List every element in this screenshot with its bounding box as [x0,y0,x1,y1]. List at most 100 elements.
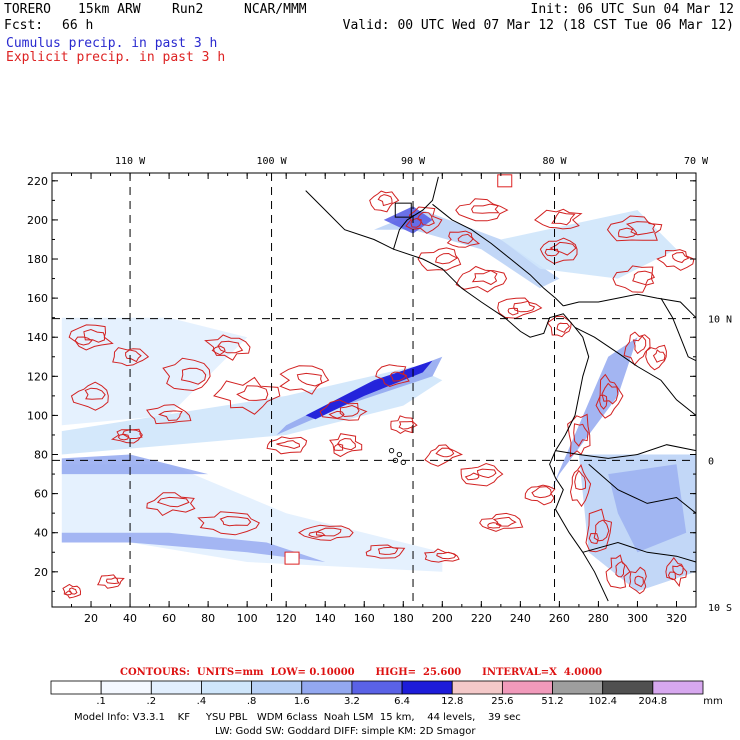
explicit-contour [308,531,326,538]
explicit-contour [180,367,207,385]
model-info: Model Info: V3.3.1 KF YSU PBL WDM 6class… [74,712,521,723]
galapagos-island [396,451,403,458]
explicit-contour [158,410,183,422]
explicit-contour [606,215,663,242]
bottom-tick-label: 220 [471,612,492,625]
border-ecuador-peru [555,444,697,459]
colorbar-swatch [100,680,152,695]
caribbean-east [500,210,677,279]
bottom-tick-label: 120 [276,612,297,625]
explicit-contour [333,443,344,451]
explicit-contour [276,440,301,450]
colorbar-label: .2 [146,696,157,707]
south-band [61,532,326,562]
coast-central-america-pacific [393,248,576,338]
colorbar-label: .8 [246,696,257,707]
explicit-contour [96,574,125,589]
colorbar-label: 3.2 [343,696,360,707]
valid-time: Valid: 00 UTC Wed 07 Mar 12 (18 CST Tue … [342,18,734,33]
bottom-tick-label: 300 [627,612,648,625]
colorbar-swatch [602,680,654,695]
explicit-contour [534,208,583,230]
colorbar-swatch [501,680,553,695]
colorbar [50,680,704,695]
bottom-tick-label: 140 [315,612,336,625]
legend-explicit: Explicit precip. in past 3 h [6,50,226,65]
amazon-mid [608,464,687,553]
explicit-contour [455,198,509,222]
itcz-core-band [305,360,433,420]
right-lat-label: 10 S [708,603,732,614]
explicit-contour [556,322,571,333]
bottom-tick-label: 80 [201,612,215,625]
bottom-tick-label: 100 [237,612,258,625]
bottom-tick-label: 160 [354,612,375,625]
explicit-contour [279,365,330,395]
left-tick-label: 200 [27,214,48,227]
explicit-contour [398,420,414,430]
explicit-contour [217,340,244,354]
explicit-contour [460,462,504,487]
colorbar-label: 204.8 [638,696,668,707]
itcz-west-band [61,454,209,475]
explicit-contour [544,248,560,257]
colorbar-swatch [451,680,503,695]
explicit-contour [615,560,626,578]
border-brazil [588,463,697,514]
explicit-contour [266,436,308,455]
lat-lon-grid [52,173,696,607]
run-label: Run2 [172,2,204,17]
colorbar-swatch [401,680,453,695]
explicit-contour [377,194,393,207]
explicit-contour [601,382,619,405]
explicit-contour [569,464,592,508]
explicit-contour [464,472,480,481]
fcst-label: Fcst: [4,18,44,33]
explicit-contour [236,385,269,401]
explicit-contour [377,546,399,555]
right-lat-label: 0 [708,456,714,467]
explicit-contour [513,300,536,313]
colorbar-label: 6.4 [394,696,411,707]
explicit-contour [105,577,120,585]
explicit-contour [405,206,443,234]
bottom-tick-label: 200 [432,612,453,625]
left-tick-label: 160 [27,292,48,305]
fcst-value: 66 h [62,18,94,33]
left-tick-label: 40 [34,527,48,540]
explicit-contour [573,423,589,447]
left-tick-label: 100 [27,409,48,422]
left-tick-label: 60 [34,488,48,501]
explicit-contour [435,447,455,458]
explicit-contour [567,413,591,458]
colorbar-swatch [552,680,604,695]
explicit-contour [74,336,93,346]
explicit-contour [672,564,684,576]
colorbar-swatch [251,680,303,695]
colorbar-label: 51.2 [541,696,564,707]
explicit-contour [549,241,577,256]
explicit-contour [574,469,586,490]
model-name: TORERO [4,2,51,17]
explicit-contour [110,428,143,444]
border-venezuela [660,297,697,362]
explicit-contour [479,512,524,532]
caribbean-core [383,206,433,234]
explicit-contour [652,349,666,363]
explicit-contour [434,252,459,265]
init-time: Init: 06 UTC Sun 04 Mar 12 [530,2,735,17]
explicit-contour [667,571,677,581]
map-axes: 220 200 180 160 140 120 100 80 60 40 20 20 40 60 80 100… [27,156,732,625]
explicit-contour [634,575,644,588]
model-resolution: 15km ARW [78,2,141,17]
border-peru-south [582,541,697,563]
explicit-contour [337,437,357,451]
bottom-tick-label: 40 [123,612,137,625]
top-lon-label: 100 W [256,156,287,167]
colorbar-label: 12.8 [441,696,464,707]
max-marker-box [497,174,513,188]
explicit-contour [204,334,251,361]
explicit-contour [476,468,497,479]
left-tick-label: 180 [27,253,48,266]
